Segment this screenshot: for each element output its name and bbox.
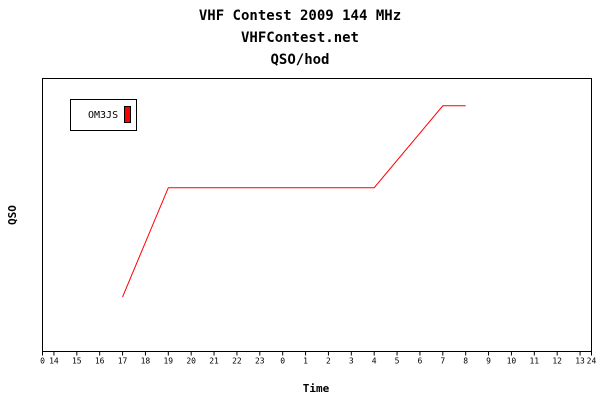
chart-title-line-2: VHFContest.net xyxy=(241,30,359,46)
x-tick-label: 11 xyxy=(529,357,539,366)
chart-title-line-1: VHF Contest 2009 144 MHz xyxy=(199,8,401,24)
x-axis-label: Time xyxy=(303,382,330,395)
x-axis: 0 14 15 16 17 18 19 20 21 22 23 0 1 2 3 4 5 6 7 8 9 10 11 12 13 2… xyxy=(40,351,597,366)
x-tick-label: 13 xyxy=(575,357,585,366)
x-tick-label: 4 xyxy=(372,357,377,366)
y-axis-label: QSO xyxy=(6,205,19,225)
x-tick-label: 5 xyxy=(395,357,400,366)
x-tick-label: 1 xyxy=(303,357,308,366)
x-tick-label: 2 xyxy=(326,357,331,366)
x-tick-label: 0 xyxy=(40,357,45,366)
x-tick-label: 6 xyxy=(418,357,423,366)
x-tick-label: 24 xyxy=(587,357,597,366)
x-tick-label: 20 xyxy=(186,357,196,366)
x-tick-label: 21 xyxy=(209,357,219,366)
x-tick-label: 15 xyxy=(72,357,82,366)
series-line-om3js xyxy=(122,105,466,298)
legend: OM3JS xyxy=(70,99,137,131)
plot-area xyxy=(42,78,592,352)
x-tick-label: 16 xyxy=(95,357,105,366)
x-tick-label: 10 xyxy=(507,357,517,366)
x-tick-label: 12 xyxy=(552,357,562,366)
x-tick-label: 23 xyxy=(255,357,265,366)
x-tick-label: 17 xyxy=(118,357,128,366)
x-tick-label: 22 xyxy=(232,357,242,366)
chart-title-line-3: QSO/hod xyxy=(270,52,329,68)
x-tick-label: 0 xyxy=(280,357,285,366)
legend-swatch-om3js xyxy=(124,106,131,123)
x-tick-label: 7 xyxy=(440,357,445,366)
x-tick-label: 18 xyxy=(141,357,151,366)
x-tick-label: 9 xyxy=(486,357,491,366)
x-tick-label: 8 xyxy=(463,357,468,366)
legend-entry-om3js: OM3JS xyxy=(88,110,118,121)
series-layer xyxy=(122,105,466,298)
x-tick-label: 3 xyxy=(349,357,354,366)
x-tick-label: 19 xyxy=(163,357,173,366)
x-tick-label: 14 xyxy=(49,357,59,366)
